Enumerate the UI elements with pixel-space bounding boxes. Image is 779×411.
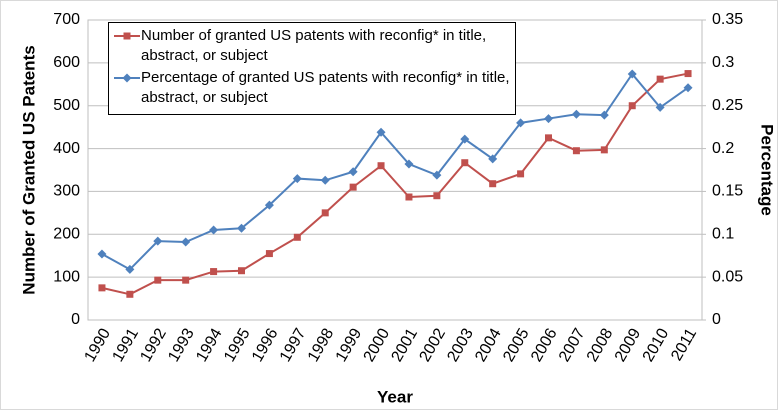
legend-entry: Percentage of granted US patents with re… <box>113 68 511 108</box>
x-tick-label: 2009 <box>612 326 645 365</box>
y2-tick-label: 0.05 <box>712 268 743 285</box>
x-tick-label: 2003 <box>444 326 477 365</box>
legend-label: Number of granted US patents with reconf… <box>141 27 487 64</box>
x-tick-label: 2007 <box>556 326 589 365</box>
marker <box>684 70 692 78</box>
marker <box>97 249 107 259</box>
x-tick-label: 1999 <box>333 326 366 365</box>
marker <box>377 162 385 170</box>
x-tick-label: 1993 <box>165 326 198 365</box>
marker <box>517 170 525 178</box>
x-tick-label: 1992 <box>137 326 170 365</box>
y-tick-label: 700 <box>53 11 80 28</box>
marker <box>599 110 609 120</box>
marker <box>321 209 329 217</box>
marker <box>461 159 469 167</box>
x-tick-label: 2005 <box>500 326 533 365</box>
x-tick-label: 2004 <box>472 326 505 365</box>
marker <box>489 180 497 188</box>
marker <box>126 290 134 298</box>
series-line <box>101 72 689 271</box>
legend-icon <box>114 32 140 40</box>
marker <box>683 83 693 93</box>
marker <box>349 183 357 191</box>
marker <box>125 264 135 274</box>
y2-tick-label: 0 <box>712 311 721 328</box>
marker <box>655 102 665 112</box>
x-tick-label: 2000 <box>361 326 394 365</box>
marker <box>656 75 664 83</box>
x-tick-label: 2008 <box>584 326 617 365</box>
marker <box>376 127 386 137</box>
x-tick-label: 1995 <box>221 326 254 365</box>
series-line <box>101 72 689 296</box>
y2-axis-title: Percentage <box>758 124 777 216</box>
marker <box>627 69 637 79</box>
y2-tick-label: 0.35 <box>712 11 743 28</box>
x-tick-label: 1994 <box>193 326 226 365</box>
x-tick-label: 1997 <box>277 326 310 365</box>
marker <box>264 200 274 210</box>
marker <box>460 134 470 144</box>
marker <box>293 233 301 241</box>
marker <box>488 154 498 164</box>
x-tick-label: 2002 <box>416 326 449 365</box>
marker <box>348 167 358 177</box>
y2-tick-label: 0.15 <box>712 183 743 200</box>
marker <box>405 193 413 201</box>
x-tick-label: 1991 <box>109 326 142 365</box>
x-tick-label: 1998 <box>305 326 338 365</box>
x-tick-label: 2010 <box>640 326 673 365</box>
x-tick-label: 1996 <box>249 326 282 365</box>
y2-tick-label: 0.3 <box>712 54 734 71</box>
marker <box>210 268 218 276</box>
marker <box>265 250 273 258</box>
marker <box>237 223 246 233</box>
marker <box>600 146 608 154</box>
x-tick-label: 2001 <box>389 326 422 365</box>
x-axis-title: Year <box>377 387 413 406</box>
marker <box>432 170 442 180</box>
y-tick-label: 400 <box>53 140 80 157</box>
marker <box>238 267 245 275</box>
marker <box>182 276 190 284</box>
marker <box>433 192 441 200</box>
marker <box>545 134 552 142</box>
y2-tick-label: 0.1 <box>712 226 734 243</box>
marker <box>320 175 330 185</box>
marker <box>122 73 132 83</box>
marker <box>516 118 526 128</box>
y-axis-title: Number of Granted US Patents <box>19 45 38 294</box>
marker <box>292 174 302 184</box>
marker <box>544 114 553 124</box>
y-tick-label: 100 <box>53 268 80 285</box>
x-tick-label: 2006 <box>528 326 561 365</box>
marker <box>98 284 106 292</box>
marker <box>209 225 219 235</box>
legend-icon <box>114 73 140 83</box>
y-tick-label: 500 <box>53 97 80 114</box>
legend-entry: Number of granted US patents with reconf… <box>113 26 511 66</box>
legend: Number of granted US patents with reconf… <box>108 22 516 115</box>
legend-label: Percentage of granted US patents with re… <box>141 69 510 106</box>
marker <box>153 236 163 246</box>
marker <box>572 147 580 155</box>
y-tick-label: 0 <box>71 311 80 328</box>
y2-tick-label: 0.25 <box>712 97 743 114</box>
x-tick-label: 1990 <box>82 326 115 365</box>
marker <box>123 32 131 40</box>
marker <box>154 276 162 284</box>
marker <box>571 109 581 119</box>
y-tick-label: 200 <box>53 226 80 243</box>
marker <box>628 102 636 110</box>
y2-tick-label: 0.2 <box>712 140 734 157</box>
y-tick-label: 300 <box>53 183 80 200</box>
marker <box>404 159 414 169</box>
y-tick-label: 600 <box>53 54 80 71</box>
x-tick-label: 2011 <box>668 326 700 364</box>
marker <box>181 237 191 247</box>
